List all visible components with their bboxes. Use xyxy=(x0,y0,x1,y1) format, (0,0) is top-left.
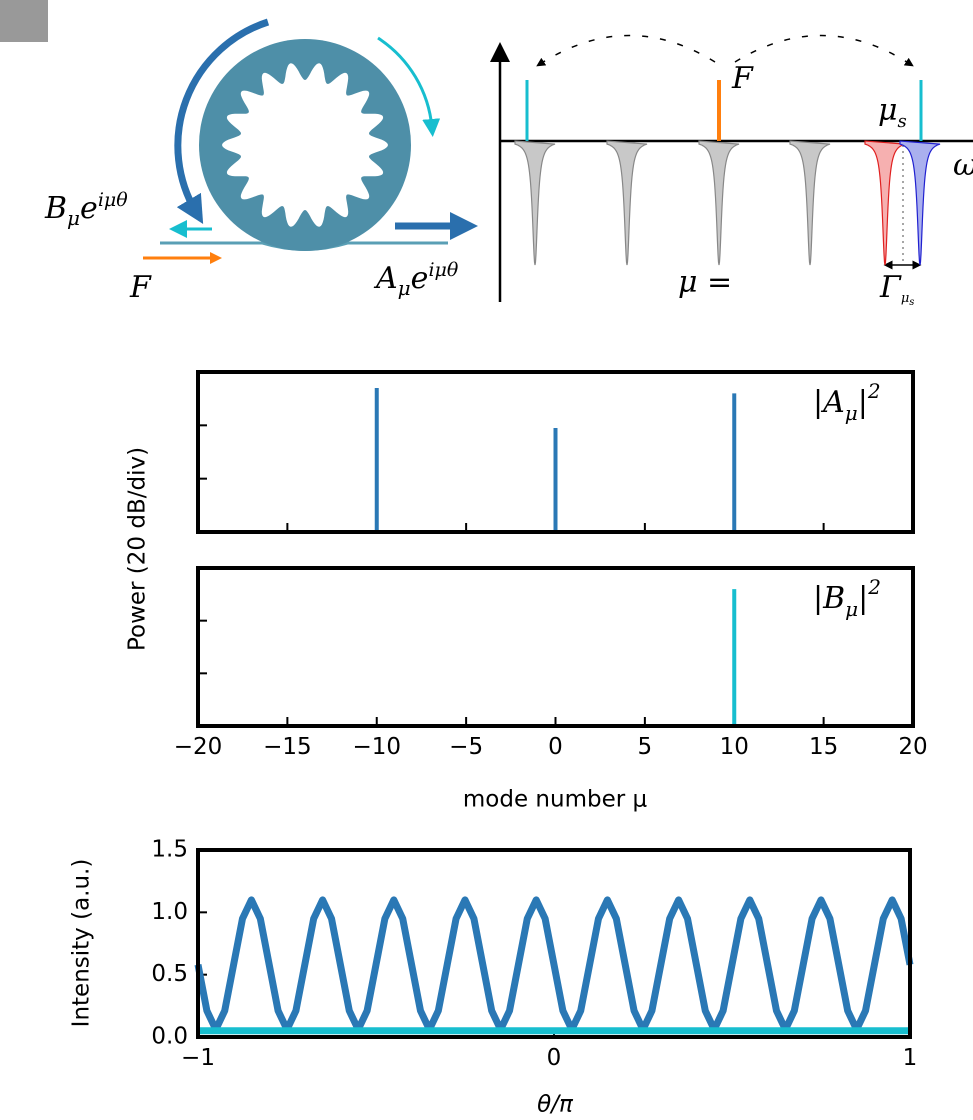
plot-frame xyxy=(196,566,915,728)
x-axis-label: mode number μ xyxy=(463,787,648,813)
ccw-arrow xyxy=(174,18,270,225)
x-tick-label: 1 xyxy=(903,1045,918,1071)
y-tick-label: 0.5 xyxy=(151,961,188,987)
resonance-dip xyxy=(864,140,906,266)
panel-tab xyxy=(0,0,48,42)
resonance-dip xyxy=(789,140,831,266)
x-tick-label: −10 xyxy=(352,734,401,760)
mu-eq-label: μ = xyxy=(678,265,732,300)
plot-frame xyxy=(196,848,912,1039)
a-label: Aμeiμθ xyxy=(373,259,459,300)
y-tick-label: 0.0 xyxy=(151,1024,188,1050)
x-tick-label: 0 xyxy=(547,1045,562,1071)
annotation-part: |A xyxy=(813,385,845,420)
f-input-label: F xyxy=(129,270,152,305)
annotation: |Aμ|2 xyxy=(813,379,881,425)
ring-inner xyxy=(222,63,388,227)
x-tick-label: 20 xyxy=(898,734,927,760)
plot: −1 0 1 0.0 0.5 1.0 1.5 xyxy=(151,837,917,1072)
x-tick-label: −5 xyxy=(449,734,483,760)
annotation-part: | xyxy=(858,581,868,616)
annotation-part: | xyxy=(858,385,868,420)
dashed-arrow xyxy=(536,34,716,67)
x-tick-label: 15 xyxy=(809,734,838,760)
x-tick-label: 0 xyxy=(548,734,563,760)
series-line xyxy=(194,896,914,1033)
y-axis-label: Power (20 dB/div) xyxy=(125,447,151,651)
annotation: |Bμ|2 xyxy=(813,575,881,621)
y-axis-label: Intensity (a.u.) xyxy=(69,859,95,1028)
annotation-part: 2 xyxy=(867,379,881,403)
annotation-part: |B xyxy=(813,581,845,616)
x-tick-label: −20 xyxy=(174,734,223,760)
x-tick-label: −1 xyxy=(181,1045,215,1071)
y-tick-label: 1.0 xyxy=(151,899,188,925)
plot-frame xyxy=(196,370,915,534)
gamma-label: Γμs xyxy=(879,270,914,308)
mu-s-label: μs xyxy=(878,93,907,132)
spectrum-schematic: F μs ω μ = Γμs xyxy=(490,34,973,308)
resonance-dip xyxy=(899,140,941,266)
resonance-dip xyxy=(698,140,740,266)
resonator-schematic: Bμeiμθ F Aμeiμθ xyxy=(44,18,478,305)
x-tick-label: 10 xyxy=(720,734,749,760)
annotation-part: μ xyxy=(845,401,858,425)
x-tick-label: −15 xyxy=(263,734,312,760)
resonance-dip xyxy=(606,140,648,266)
y-tick-label: 1.5 xyxy=(151,837,188,863)
omega-label: ω xyxy=(953,148,973,183)
resonance-dip xyxy=(514,140,556,266)
plot: |Aμ|2 xyxy=(196,370,915,534)
annotation-part: 2 xyxy=(867,575,881,599)
b-label: Bμeiμθ xyxy=(44,189,128,230)
cw-arrow xyxy=(377,36,441,137)
x-axis-label: θ/π xyxy=(537,1092,574,1118)
annotation-part: μ xyxy=(845,597,858,621)
plot: −20 −15 −10 −5 0 5 10 15 20 |Bμ|2 xyxy=(174,566,928,760)
f-pump-label: F xyxy=(731,61,754,96)
x-tick-label: 5 xyxy=(638,734,653,760)
dashed-arrow xyxy=(734,34,914,67)
